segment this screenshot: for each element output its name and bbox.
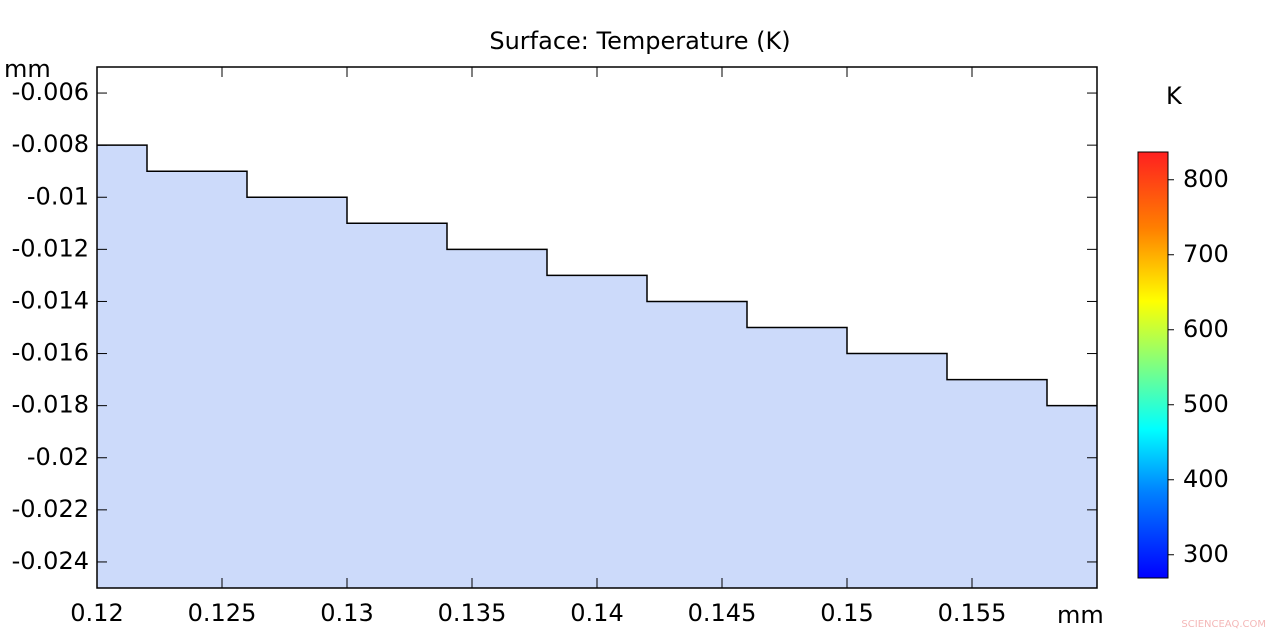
boundary-line [97, 144, 1097, 407]
y-tick-label: -0.014 [12, 286, 89, 314]
x-tick-label: 0.155 [938, 599, 1007, 627]
x-tick-label: 0.15 [820, 599, 873, 627]
y-tick-label: -0.022 [12, 495, 89, 523]
y-tick-label: -0.018 [12, 391, 89, 419]
x-unit: mm [1057, 601, 1104, 629]
x-tick-label: 0.145 [688, 599, 757, 627]
colorbar-unit: K [1166, 82, 1183, 110]
colorbar-tick-label: 300 [1183, 540, 1229, 568]
colorbar-tick-label: 800 [1183, 165, 1229, 193]
watermark: SCIENCEAQ.COM [1181, 619, 1266, 630]
colorbar-tick-label: 500 [1183, 390, 1229, 418]
x-tick-label: 0.13 [320, 599, 373, 627]
x-tick-label: 0.14 [570, 599, 623, 627]
y-unit: mm [4, 55, 51, 83]
y-tick-label: -0.024 [12, 547, 89, 575]
y-tick-label: -0.01 [27, 182, 89, 210]
chart-title: Surface: Temperature (K) [489, 27, 790, 55]
y-tick-label: -0.012 [12, 234, 89, 262]
area [97, 145, 1097, 588]
y-tick-label: -0.02 [27, 443, 89, 471]
x-tick-label: 0.125 [188, 599, 257, 627]
y-tick-label: -0.006 [12, 78, 89, 106]
x-tick-label: 0.135 [438, 599, 507, 627]
colorbar-tick-label: 400 [1183, 465, 1229, 493]
y-tick-label: -0.016 [12, 339, 89, 367]
colorbar-tick-label: 700 [1183, 240, 1229, 268]
y-tick-label: -0.008 [12, 130, 89, 158]
colorbar [1137, 151, 1169, 579]
colorbar-tick-label: 600 [1183, 315, 1229, 343]
x-tick-label: 0.12 [70, 599, 123, 627]
